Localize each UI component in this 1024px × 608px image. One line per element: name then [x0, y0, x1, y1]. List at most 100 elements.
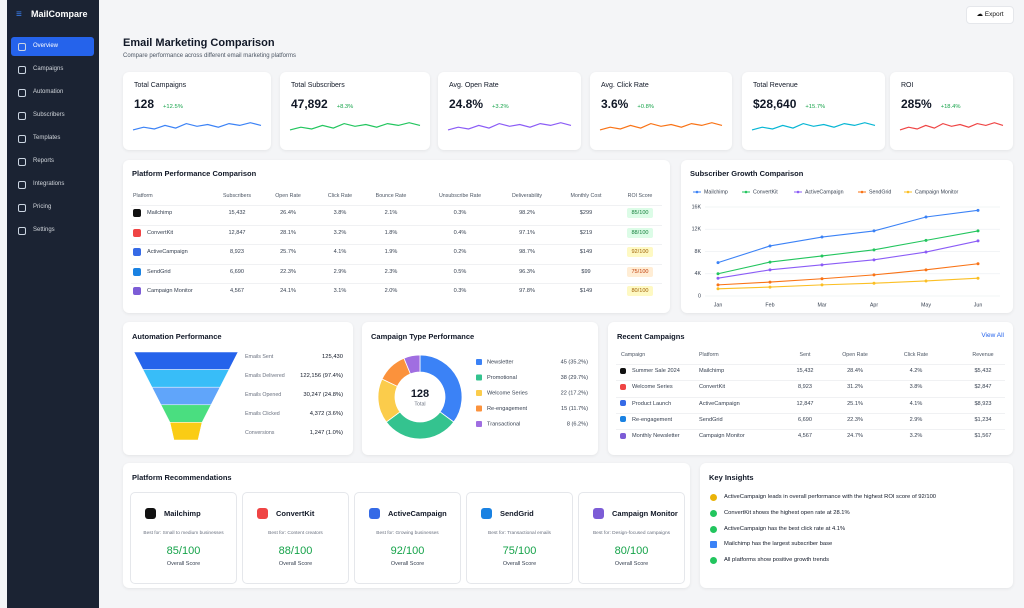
export-button[interactable]: ☁ Export	[966, 6, 1014, 24]
table-header: Open Rate	[275, 193, 301, 199]
nav-icon	[18, 43, 26, 51]
kpi-value: 128	[134, 97, 155, 111]
score-label: Overall Score	[614, 561, 649, 567]
card-title: Subscriber Growth Comparison	[690, 169, 804, 178]
table-cell: $1,567	[974, 433, 992, 440]
table-header: Sent	[799, 352, 811, 358]
table-cell: 8,923	[798, 384, 812, 391]
nav-item[interactable]: Templates	[11, 129, 94, 148]
nav-label[interactable]: Overview	[33, 43, 59, 49]
table-cell: 0.3%	[453, 210, 467, 216]
nav-label[interactable]: Campaigns	[33, 66, 64, 72]
row-divider	[616, 396, 1005, 398]
table-cell: 31.2%	[847, 384, 863, 391]
table-cell: Campaign Monitor	[147, 288, 193, 294]
row-divider	[131, 244, 662, 245]
nav-label[interactable]: Integrations	[33, 181, 65, 187]
nav-label[interactable]: Automation	[33, 89, 64, 95]
nav-icon	[18, 112, 26, 120]
export-label[interactable]: Export	[984, 11, 1004, 18]
platform-name: SendGrid	[500, 509, 534, 518]
nav-item[interactable]: Overview	[11, 37, 94, 56]
insight-icon	[710, 525, 717, 533]
row-divider	[616, 380, 1005, 382]
nav-label[interactable]: Templates	[33, 135, 61, 141]
table-cell: 4.1%	[909, 400, 923, 407]
platform-name: ActiveCampaign	[388, 509, 447, 518]
table-cell: 28.1%	[280, 229, 296, 236]
platform-icon	[369, 508, 380, 519]
nav-label[interactable]: Subscribers	[33, 112, 65, 118]
page-subtitle: Compare performance across different ema…	[123, 53, 296, 59]
table-cell: 98.7%	[519, 249, 535, 255]
roi-badge: 80/100	[627, 286, 653, 296]
table-cell: 12,847	[796, 400, 814, 407]
nav-item[interactable]: Subscribers	[11, 106, 94, 125]
table-cell: 0.3%	[453, 288, 467, 294]
table-cell: 0.5%	[453, 268, 467, 275]
table-cell: $8,923	[974, 400, 992, 407]
nav-item[interactable]: Campaigns	[11, 60, 94, 79]
campaign-type-card: Campaign Type Performance	[362, 322, 598, 455]
kpi-row: 47,892 +8.3%	[291, 97, 353, 111]
insight-icon	[710, 557, 717, 565]
insight-text: ConvertKit shows the highest open rate a…	[724, 509, 850, 516]
stage-value: 125,430	[322, 354, 343, 360]
table-cell: $5,432	[974, 368, 992, 374]
platform-icon	[593, 508, 604, 519]
table-header: Platform	[699, 352, 719, 358]
insight-text: ActiveCampaign leads in overall performa…	[724, 494, 937, 500]
score: 85/100	[166, 545, 201, 557]
score: 80/100	[614, 545, 649, 557]
table-cell: $149	[579, 249, 593, 255]
nav-item[interactable]: Reports	[11, 152, 94, 171]
nav-label[interactable]: Reports	[33, 158, 55, 164]
kpi-label: ROI	[901, 82, 914, 89]
table-cell: 97.1%	[519, 229, 535, 236]
recommendation-card: ConvertKit Best for: Content creators 88/1…	[242, 492, 349, 584]
stage-value: 122,156 (97.4%)	[300, 373, 343, 379]
table-header: Deliverability	[511, 193, 543, 199]
recent-campaigns-card: Recent Campaigns View All Campaign Platform…	[608, 322, 1013, 455]
score-label: Overall Score	[502, 561, 537, 567]
nav-item[interactable]: Settings	[11, 221, 94, 240]
table-cell: 4,567	[798, 433, 812, 440]
table-cell: 3.2%	[909, 433, 923, 440]
kpi-row: 3.6% +0.8%	[601, 97, 654, 111]
row-divider	[616, 364, 1005, 365]
table-header: Click Rate	[327, 193, 353, 199]
kpi-card: Total Subscribers 47,892 +8.3%	[280, 72, 430, 150]
nav-label[interactable]: Pricing	[33, 204, 52, 210]
row-divider	[616, 412, 1005, 414]
score-label: Overall Score	[390, 561, 425, 567]
nav-icon	[18, 135, 26, 143]
table-cell: 96.3%	[519, 268, 535, 275]
table-cell: 3.2%	[333, 229, 347, 236]
table-cell: 12,847	[228, 229, 246, 236]
kpi-value: 24.8%	[449, 97, 484, 111]
stage-value: 1,247 (1.0%)	[309, 430, 343, 436]
table-cell: 0.4%	[453, 229, 467, 236]
view-all-link[interactable]: View All	[981, 332, 1004, 339]
roi-badge: 85/100	[627, 208, 653, 218]
kpi-value: 3.6%	[601, 97, 629, 111]
brand: MailCompare	[31, 9, 88, 19]
nav-label[interactable]: Settings	[33, 227, 55, 233]
table-cell: 4.1%	[333, 249, 347, 255]
table-cell: ConvertKit	[147, 229, 174, 236]
table-cell: 2.0%	[384, 288, 398, 294]
kpi-card: Total Revenue $28,640 +15.7%	[742, 72, 885, 150]
table-cell: 28.4%	[847, 368, 863, 374]
table-header: Unsubscribe Rate	[438, 193, 482, 199]
table-header: Campaign	[621, 352, 646, 358]
nav-item[interactable]: Integrations	[11, 175, 94, 194]
nav-item[interactable]: Pricing	[11, 198, 94, 217]
nav-item[interactable]: Automation	[11, 83, 94, 102]
table-cell: 2.9%	[333, 268, 347, 275]
table-cell: Welcome Series	[632, 384, 673, 391]
card-title: Campaign Type Performance	[371, 332, 475, 341]
best-for: Best for: Design-focused campaigns	[592, 531, 671, 536]
kpi-row: 285% +18.4%	[901, 97, 961, 111]
table-cell: 3.1%	[333, 288, 347, 294]
table-cell: $219	[579, 229, 593, 236]
